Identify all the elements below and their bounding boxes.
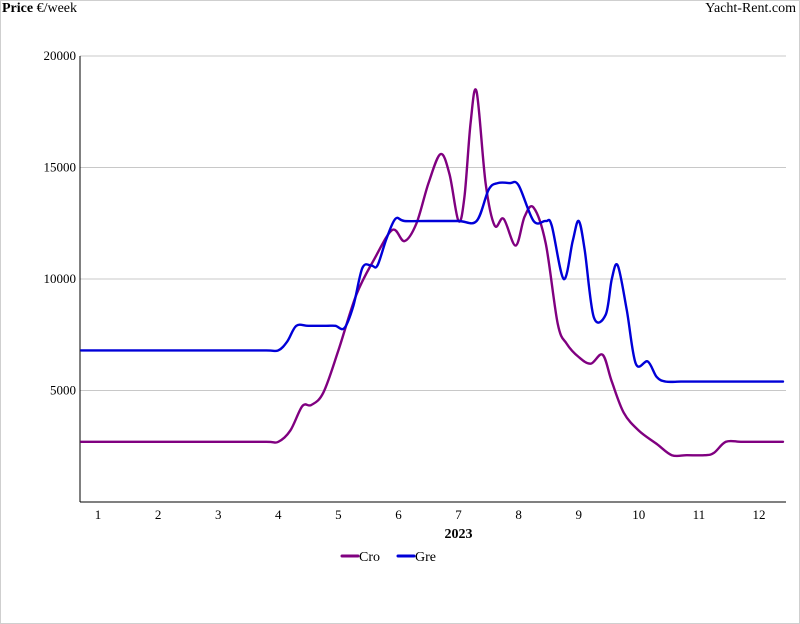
x-tick-label: 12: [752, 507, 765, 522]
x-tick-label: 2: [155, 507, 162, 522]
x-axis-title: 2023: [445, 527, 473, 542]
series-line-cro: [80, 88, 785, 458]
x-tick-label: 1: [95, 507, 102, 522]
x-tick-label: 4: [275, 507, 282, 522]
y-tick-label: 10000: [44, 271, 77, 286]
x-tick-label: 9: [575, 507, 582, 522]
gridlines: [80, 55, 786, 391]
x-tick-label: 6: [395, 507, 402, 522]
x-tick-label: 3: [215, 507, 222, 522]
legend-label-gre: Gre: [415, 550, 436, 565]
y-axis-label: Price €/week: [2, 1, 78, 16]
x-tick-label: 5: [335, 507, 342, 522]
brand-label: Yacht-Rent.com: [705, 1, 796, 16]
x-tick-label: 10: [632, 507, 645, 522]
legend-label-cro: Cro: [359, 550, 380, 565]
series-lines: [80, 88, 785, 458]
series-line-gre: [80, 180, 785, 384]
legend: Cro Gre: [340, 550, 436, 565]
y-tick-label: 5000: [50, 383, 76, 398]
x-tick-label: 8: [515, 507, 522, 522]
x-tick-label: 11: [693, 507, 706, 522]
y-tick-label: 20000: [44, 48, 77, 63]
x-tick-label: 7: [455, 507, 462, 522]
y-tick-label: 15000: [44, 160, 77, 175]
